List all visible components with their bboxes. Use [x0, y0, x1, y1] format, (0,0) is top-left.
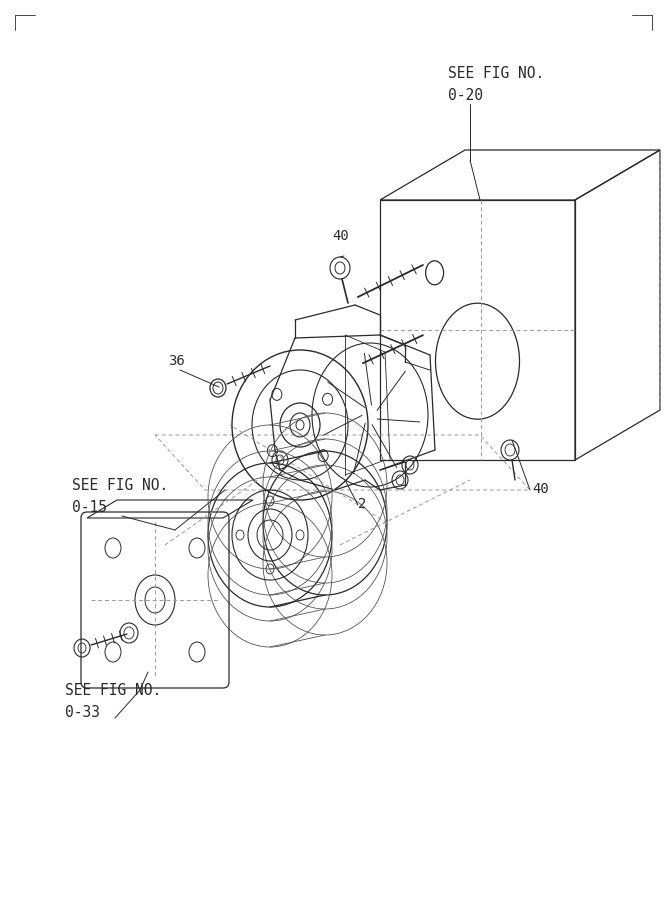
Text: 36: 36	[168, 354, 185, 368]
Text: 0-33: 0-33	[65, 705, 100, 720]
Text: 0-15: 0-15	[72, 500, 107, 515]
Text: 2: 2	[358, 497, 366, 511]
Text: SEE FIG NO.: SEE FIG NO.	[65, 683, 161, 698]
Text: SEE FIG NO.: SEE FIG NO.	[448, 66, 544, 81]
Text: 40: 40	[532, 482, 549, 496]
Text: 40: 40	[332, 229, 349, 243]
Text: SEE FIG NO.: SEE FIG NO.	[72, 478, 168, 493]
Text: 0-20: 0-20	[448, 88, 483, 103]
